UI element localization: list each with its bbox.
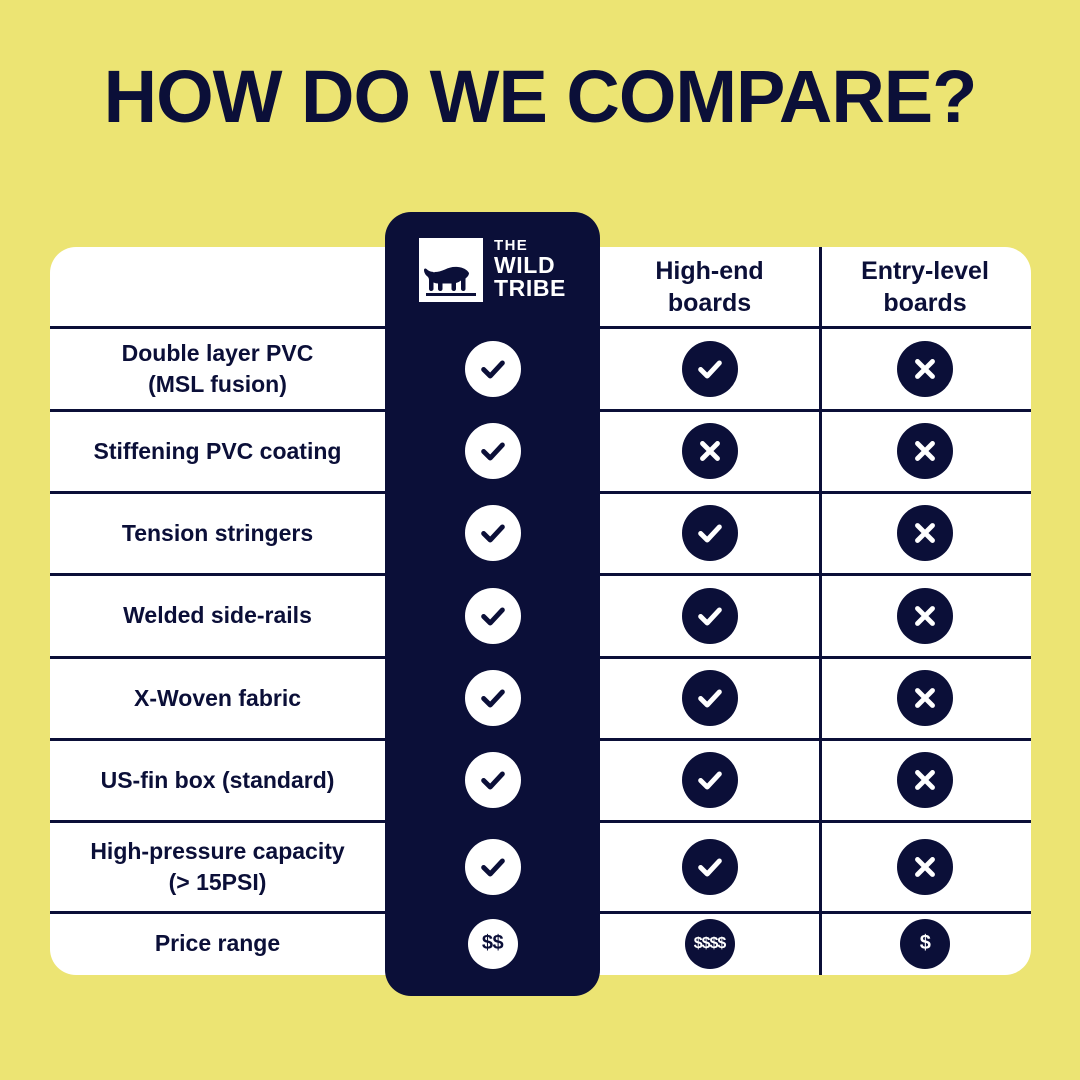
check-icon (464, 340, 521, 397)
cross-icon (897, 423, 953, 479)
cell-entry (819, 492, 1031, 574)
check-icon (464, 505, 521, 561)
cell-highend (600, 327, 819, 410)
table-row: High-pressure capacity (> 15PSI) (50, 821, 1031, 912)
cross-icon (897, 587, 953, 644)
row-label: X-Woven fabric (134, 684, 301, 711)
cross-icon (897, 505, 953, 561)
row-label-cell: Double layer PVC (MSL fusion) (50, 327, 385, 410)
row-label: Welded side-rails (123, 602, 312, 629)
row-label-cell: Welded side-rails (50, 574, 385, 657)
cell-brand: $$ (385, 912, 600, 975)
row-label-cell: Stiffening PVC coating (50, 410, 385, 492)
check-icon (464, 752, 521, 808)
price-value: $ (919, 932, 931, 954)
price-value: $$$$ (693, 934, 727, 952)
cell-entry (819, 574, 1031, 657)
brand-logo: THE WILD TRIBE (385, 212, 600, 327)
row-label: Double layer PVC (MSL fusion) (121, 340, 314, 397)
cell-highend (600, 574, 819, 657)
price-badge: $$ (467, 918, 518, 969)
cell-entry (819, 327, 1031, 410)
cell-brand (385, 574, 600, 657)
cross-icon (897, 340, 953, 397)
logo-line-tribe: TRIBE (494, 275, 566, 302)
cell-entry (819, 821, 1031, 912)
table-row: Welded side-rails (50, 574, 1031, 657)
bear-icon (419, 237, 483, 302)
check-icon (681, 340, 738, 397)
row-label: US-fin box (standard) (100, 766, 335, 793)
header-highend-line1: High-end (655, 257, 764, 285)
cell-highend (600, 410, 819, 492)
check-icon (681, 838, 738, 895)
table-header-row: High-end boards Entry-level boards (50, 247, 1031, 327)
table-row: Stiffening PVC coating (50, 410, 1031, 492)
cell-entry: $ (819, 912, 1031, 975)
table-row: X-Woven fabric (50, 657, 1031, 739)
row-label-cell: High-pressure capacity (> 15PSI) (50, 821, 385, 912)
cell-entry (819, 739, 1031, 821)
check-icon (464, 423, 521, 479)
price-value: $$ (481, 932, 504, 954)
cell-entry (819, 410, 1031, 492)
cell-highend (600, 492, 819, 574)
row-label: Stiffening PVC coating (93, 437, 342, 464)
table-row: US-fin box (standard) (50, 739, 1031, 821)
logo-line-wild: WILD (494, 251, 556, 278)
row-label-cell: Price range (50, 912, 385, 975)
cell-highend (600, 821, 819, 912)
cell-brand (385, 492, 600, 574)
cross-icon (897, 670, 953, 726)
check-icon (464, 838, 521, 895)
price-badge: $$$$ (684, 918, 735, 969)
header-cell-highend: High-end boards (600, 247, 819, 327)
table-row: Price range $$$$ $ (50, 912, 1031, 975)
cell-brand (385, 327, 600, 410)
table-row: Tension stringers (50, 492, 1031, 574)
cell-brand (385, 410, 600, 492)
row-label: Price range (154, 930, 281, 957)
check-icon (681, 752, 738, 808)
check-icon (681, 505, 738, 561)
page-title: HOW DO WE COMPARE? (103, 55, 978, 138)
cross-icon (897, 838, 953, 895)
price-badge: $ (900, 918, 950, 969)
cell-highend (600, 657, 819, 739)
row-label: Tension stringers (121, 519, 314, 546)
header-entry-line2: boards (883, 289, 967, 317)
header-cell-feature (50, 247, 385, 327)
header-entry-line1: Entry-level (861, 257, 989, 285)
row-label-cell: US-fin box (standard) (50, 739, 385, 821)
header-highend-line2: boards (667, 289, 752, 317)
check-icon (464, 670, 521, 726)
brand-highlight-column: THE WILD TRIBE $$ (385, 212, 600, 996)
header-cell-entry: Entry-level boards (819, 247, 1031, 327)
cell-brand (385, 821, 600, 912)
cell-brand (385, 657, 600, 739)
brand-wordmark: THE WILD TRIBE (494, 238, 566, 300)
cell-brand (385, 739, 600, 821)
cross-icon (897, 752, 953, 808)
check-icon (681, 670, 738, 726)
check-icon (681, 587, 738, 644)
logo-line-the: THE (494, 237, 529, 255)
row-label: High-pressure capacity (> 15PSI) (90, 838, 345, 895)
cell-highend (600, 739, 819, 821)
column-divider-highend-entry (819, 247, 822, 975)
row-label-cell: X-Woven fabric (50, 657, 385, 739)
row-label-cell: Tension stringers (50, 492, 385, 574)
cell-highend: $$$$ (600, 912, 819, 975)
table-row: Double layer PVC (MSL fusion) (50, 327, 1031, 410)
cell-entry (819, 657, 1031, 739)
cross-icon (681, 423, 738, 479)
check-icon (464, 587, 521, 644)
